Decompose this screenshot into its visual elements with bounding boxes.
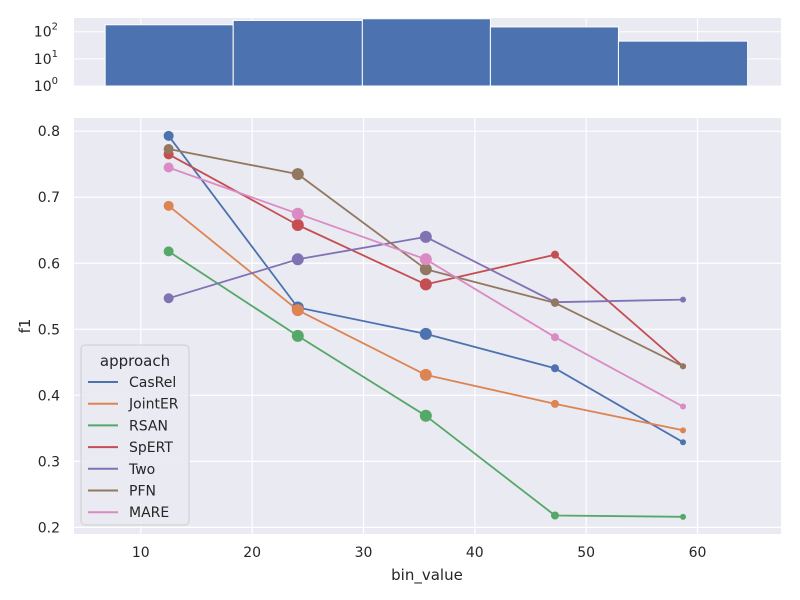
legend-title: approach xyxy=(100,352,170,370)
x-tick-label: 40 xyxy=(466,545,484,561)
series-point xyxy=(680,403,687,410)
series-pfn xyxy=(163,144,687,370)
legend-items: CasRel JointER RSAN SpERT Two PFN MARE xyxy=(88,375,179,521)
series-jointer xyxy=(163,200,687,434)
series-point xyxy=(550,333,559,342)
y-tick-label: 0.4 xyxy=(38,388,60,404)
series-point xyxy=(550,364,559,373)
series-point xyxy=(419,253,432,266)
series-two xyxy=(163,230,687,307)
series-point xyxy=(680,427,687,434)
y-tick-label: 0.3 xyxy=(38,454,60,470)
series-point xyxy=(419,230,432,243)
series-point xyxy=(419,263,432,276)
legend-label: Two xyxy=(128,462,155,478)
plot-grid xyxy=(74,118,781,534)
x-tick-label: 10 xyxy=(132,545,150,561)
x-tick-label: 20 xyxy=(243,545,261,561)
y-tick-label: 0.7 xyxy=(38,190,60,206)
histogram-y-tick-label: 100 xyxy=(34,76,58,95)
series-point xyxy=(163,162,174,173)
series-point xyxy=(680,513,687,520)
series-point xyxy=(680,439,687,446)
histogram-bar xyxy=(489,26,619,87)
series-point xyxy=(291,168,304,181)
y-tick-label: 0.5 xyxy=(38,322,60,338)
legend-box xyxy=(80,344,190,526)
histogram-bar xyxy=(617,40,749,87)
y-tick-label: 0.8 xyxy=(38,124,60,140)
series-point xyxy=(163,246,174,257)
series-point xyxy=(680,363,687,370)
series-point xyxy=(291,253,304,266)
x-axis-label: bin_value xyxy=(391,566,463,585)
series-point xyxy=(291,218,304,231)
y-axis-label: f1 xyxy=(16,319,34,334)
x-tick-label: 30 xyxy=(355,545,373,561)
histogram-bar xyxy=(361,18,491,87)
legend-label: MARE xyxy=(129,505,169,521)
y-ticks: 0.2 0.3 0.4 0.5 0.6 0.7 0.8 xyxy=(38,124,60,536)
legend: approach CasRel JointER RSAN SpERT Two PFN MAR… xyxy=(80,344,190,526)
series-rsan xyxy=(163,246,687,520)
series-point xyxy=(163,144,174,155)
series-point xyxy=(419,409,432,422)
histogram-bars xyxy=(104,18,749,87)
series-point xyxy=(291,207,304,220)
plot-background xyxy=(74,118,781,534)
histogram-y-ticks: 100 101 102 xyxy=(34,22,58,95)
series-point xyxy=(163,200,174,211)
legend-label: CasRel xyxy=(129,375,176,391)
legend-label: RSAN xyxy=(129,418,168,434)
series-group xyxy=(163,130,687,520)
series-point xyxy=(419,327,432,340)
x-ticks: 10 20 30 40 50 60 xyxy=(132,545,707,561)
series-point xyxy=(419,278,432,291)
y-tick-label: 0.2 xyxy=(38,520,60,536)
histogram-bar xyxy=(232,19,363,87)
x-tick-label: 60 xyxy=(689,545,707,561)
series-point xyxy=(680,296,687,303)
series-point xyxy=(550,250,559,259)
series-point xyxy=(419,368,432,381)
legend-label: SpERT xyxy=(129,440,173,456)
y-tick-label: 0.6 xyxy=(38,256,60,272)
histogram-y-tick-label: 101 xyxy=(34,49,58,68)
series-point xyxy=(550,511,559,520)
series-point xyxy=(291,304,304,317)
histogram-y-tick-label: 102 xyxy=(34,22,58,41)
histogram-bar xyxy=(104,24,234,87)
series-point xyxy=(550,298,559,307)
x-tick-label: 50 xyxy=(577,545,595,561)
series-point xyxy=(163,130,174,141)
series-point xyxy=(163,293,174,304)
series-mare xyxy=(163,162,687,410)
legend-label: PFN xyxy=(129,484,156,500)
series-point xyxy=(550,399,559,408)
legend-label: JointER xyxy=(128,397,179,413)
series-point xyxy=(291,329,304,342)
